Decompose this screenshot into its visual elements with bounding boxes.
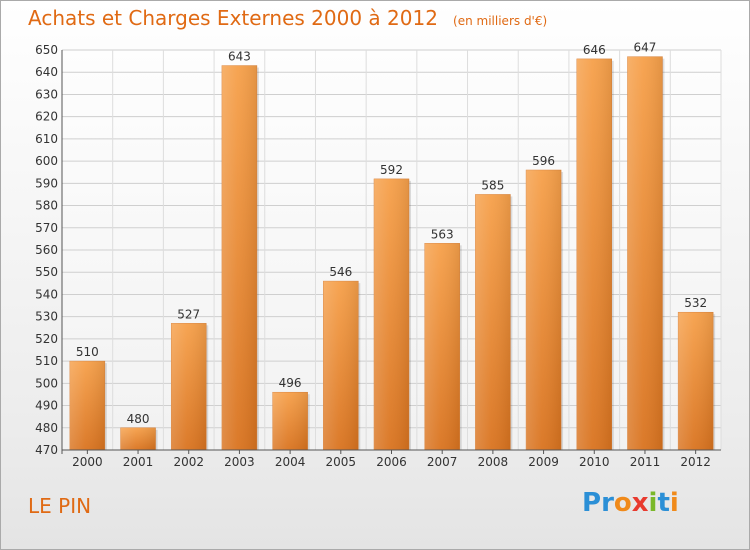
data-label: 592 xyxy=(380,163,403,177)
x-tick-label: 2006 xyxy=(376,455,407,469)
y-tick-label: 580 xyxy=(35,199,58,213)
bar-shine xyxy=(221,65,257,451)
y-tick-label: 600 xyxy=(35,154,58,168)
data-label: 585 xyxy=(481,178,504,192)
bar-shine xyxy=(424,243,460,450)
data-label: 643 xyxy=(228,50,251,64)
x-tick-label: 2003 xyxy=(224,455,255,469)
proxiti-logo[interactable]: Proxiti xyxy=(582,488,679,518)
bar-shine xyxy=(526,170,562,450)
logo-letter: o xyxy=(613,488,632,518)
y-tick-label: 520 xyxy=(35,332,58,346)
data-label: 647 xyxy=(634,41,657,55)
bar-shine xyxy=(627,56,663,451)
place-name: LE PIN xyxy=(28,494,92,518)
y-tick-label: 630 xyxy=(35,87,58,101)
y-tick-label: 610 xyxy=(35,132,58,146)
x-tick-label: 2000 xyxy=(72,455,103,469)
x-tick-label: 2002 xyxy=(173,455,204,469)
bar-shine xyxy=(374,178,409,450)
logo-letter: r xyxy=(601,488,614,518)
logo-letter: i xyxy=(648,488,658,518)
x-tick-label: 2001 xyxy=(123,455,154,469)
y-tick-label: 470 xyxy=(35,443,58,457)
y-tick-label: 510 xyxy=(35,354,58,368)
y-tick-label: 590 xyxy=(35,176,58,190)
bar-shine xyxy=(272,392,308,450)
y-tick-label: 640 xyxy=(35,65,58,79)
data-label: 480 xyxy=(127,412,150,426)
bars-layer xyxy=(69,56,716,451)
axis-layer: 470 480 490 500 510 520 530 540 550 560 570 580 590 6… xyxy=(35,41,721,469)
y-tick-label: 490 xyxy=(35,399,58,413)
y-tick-label: 480 xyxy=(35,421,58,435)
data-label: 532 xyxy=(684,296,707,310)
x-tick-label: 2004 xyxy=(275,455,306,469)
data-label: 546 xyxy=(329,265,352,279)
data-label: 496 xyxy=(279,376,302,390)
title-line: Achats et Charges Externes 2000 à 2012 (… xyxy=(28,6,547,30)
y-tick-label: 550 xyxy=(35,265,58,279)
data-label: 527 xyxy=(177,307,200,321)
chart-title: Achats et Charges Externes 2000 à 2012 xyxy=(28,6,438,30)
x-tick-label: 2011 xyxy=(630,455,661,469)
y-tick-label: 570 xyxy=(35,221,58,235)
logo-letter: P xyxy=(582,488,602,518)
bar-shine xyxy=(69,361,105,450)
bar-shine xyxy=(323,281,359,450)
bar-shine xyxy=(678,312,714,450)
bar-shine xyxy=(120,427,156,450)
y-tick-label: 650 xyxy=(35,43,58,57)
data-label: 563 xyxy=(431,227,454,241)
y-tick-label: 540 xyxy=(35,287,58,301)
x-tick-label: 2009 xyxy=(528,455,559,469)
bar-shine xyxy=(475,194,511,450)
y-tick-label: 560 xyxy=(35,243,58,257)
x-tick-label: 2005 xyxy=(326,455,357,469)
x-tick-label: 2012 xyxy=(680,455,711,469)
data-label: 596 xyxy=(532,154,555,168)
data-label: 646 xyxy=(583,43,606,57)
x-tick-label: 2007 xyxy=(427,455,458,469)
y-tick-label: 530 xyxy=(35,310,58,324)
logo-letter: x xyxy=(631,488,649,518)
bar-shine xyxy=(576,58,612,451)
chart-subtitle: (en milliers d'€) xyxy=(453,14,548,28)
data-label: 510 xyxy=(76,345,99,359)
logo-letter: i xyxy=(669,488,679,518)
y-tick-label: 620 xyxy=(35,110,58,124)
bar-shine xyxy=(171,323,207,450)
x-tick-label: 2008 xyxy=(478,455,509,469)
x-tick-label: 2010 xyxy=(579,455,610,469)
y-tick-label: 500 xyxy=(35,376,58,390)
logo-letter: t xyxy=(657,488,670,518)
